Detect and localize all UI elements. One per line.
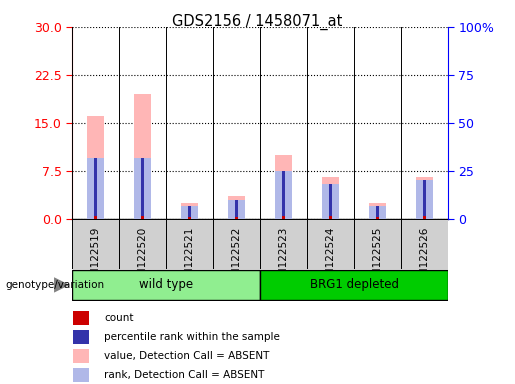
Bar bbox=[235, 200, 238, 219]
Bar bbox=[322, 177, 339, 219]
Bar bbox=[141, 216, 145, 219]
Text: genotype/variation: genotype/variation bbox=[5, 280, 104, 290]
Bar bbox=[73, 349, 89, 363]
Bar bbox=[282, 171, 285, 219]
Bar bbox=[88, 116, 104, 219]
Bar bbox=[88, 158, 104, 219]
Bar bbox=[181, 206, 198, 219]
Bar bbox=[73, 311, 89, 325]
Bar bbox=[73, 329, 89, 344]
Text: count: count bbox=[104, 313, 133, 323]
Bar bbox=[276, 155, 292, 219]
Text: value, Detection Call = ABSENT: value, Detection Call = ABSENT bbox=[104, 351, 269, 361]
Bar bbox=[187, 206, 192, 219]
Bar bbox=[260, 270, 448, 300]
Bar bbox=[329, 184, 333, 219]
Bar bbox=[375, 206, 380, 219]
Bar bbox=[94, 216, 97, 219]
Bar bbox=[369, 206, 386, 219]
Bar bbox=[375, 217, 380, 219]
Bar bbox=[423, 216, 426, 219]
Bar bbox=[228, 200, 245, 219]
Text: rank, Detection Call = ABSENT: rank, Detection Call = ABSENT bbox=[104, 370, 264, 380]
Bar bbox=[322, 184, 339, 219]
Bar bbox=[401, 219, 448, 269]
Bar bbox=[307, 219, 354, 269]
Text: GSM122526: GSM122526 bbox=[420, 227, 430, 290]
Bar bbox=[213, 219, 260, 269]
Text: GSM122522: GSM122522 bbox=[232, 227, 242, 290]
Bar bbox=[282, 216, 285, 219]
Text: GDS2156 / 1458071_at: GDS2156 / 1458071_at bbox=[173, 13, 342, 30]
Bar bbox=[72, 270, 260, 300]
Bar bbox=[276, 171, 292, 219]
Bar bbox=[235, 217, 238, 219]
Bar bbox=[72, 219, 119, 269]
Bar bbox=[134, 158, 151, 219]
Text: GSM122521: GSM122521 bbox=[184, 227, 195, 290]
Bar bbox=[260, 219, 307, 269]
Polygon shape bbox=[54, 277, 70, 293]
Bar bbox=[329, 216, 333, 219]
Bar bbox=[354, 219, 401, 269]
Bar bbox=[369, 203, 386, 219]
Text: GSM122520: GSM122520 bbox=[138, 227, 148, 290]
Bar bbox=[416, 180, 433, 219]
Bar bbox=[119, 219, 166, 269]
Bar bbox=[423, 180, 426, 219]
Text: BRG1 depleted: BRG1 depleted bbox=[310, 278, 399, 291]
Text: wild type: wild type bbox=[139, 278, 193, 291]
Bar bbox=[94, 158, 97, 219]
Bar bbox=[166, 219, 213, 269]
Bar bbox=[181, 203, 198, 219]
Bar bbox=[73, 367, 89, 382]
Bar bbox=[416, 177, 433, 219]
Text: percentile rank within the sample: percentile rank within the sample bbox=[104, 332, 280, 342]
Bar bbox=[141, 158, 145, 219]
Text: GSM122525: GSM122525 bbox=[372, 227, 383, 290]
Bar bbox=[134, 94, 151, 219]
Text: GSM122519: GSM122519 bbox=[91, 227, 100, 290]
Bar bbox=[228, 197, 245, 219]
Text: GSM122523: GSM122523 bbox=[279, 227, 288, 290]
Text: GSM122524: GSM122524 bbox=[325, 227, 336, 290]
Bar bbox=[187, 217, 192, 219]
